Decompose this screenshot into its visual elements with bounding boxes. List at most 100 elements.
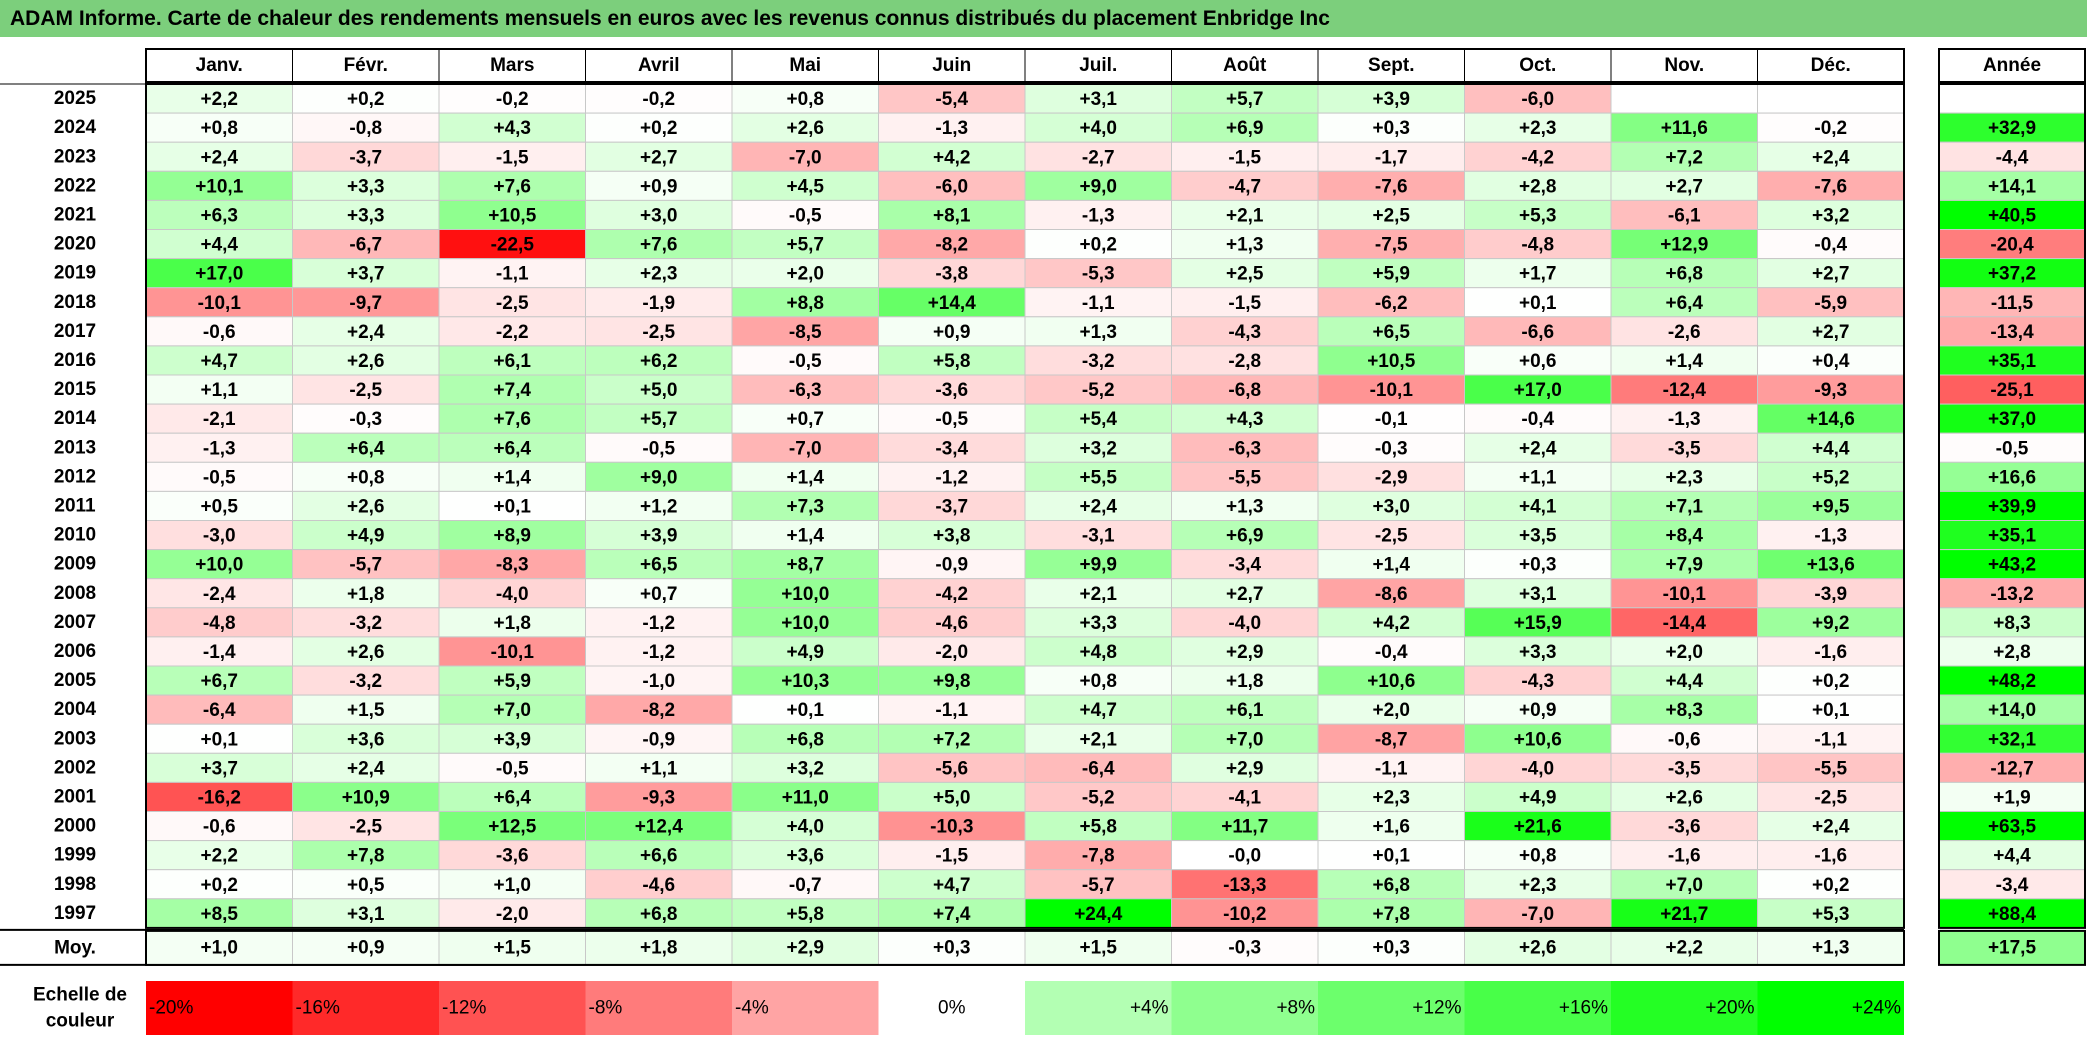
heatmap-cell-value: +14,4 <box>928 293 977 314</box>
heatmap-cell-value: +1,1 <box>200 380 238 401</box>
heatmap-cell-value: +4,3 <box>1226 409 1264 430</box>
heatmap-cell-value: -2,5 <box>1814 787 1847 808</box>
heatmap-cell <box>1317 752 1465 783</box>
heatmap-cell-value: +3,1 <box>1079 89 1117 110</box>
heatmap-cell-value: +2,0 <box>1372 700 1410 721</box>
heatmap-cell <box>1610 723 1758 754</box>
heatmap-cell-value: +3,3 <box>347 176 385 197</box>
heatmap-cell-value: +2,6 <box>786 118 824 139</box>
heatmap-cell-value: -4,2 <box>935 584 968 605</box>
heatmap-cell-value: +17,0 <box>195 264 243 285</box>
color-scale-step-label: -12% <box>442 998 486 1019</box>
average-annual-cell <box>1938 929 2086 966</box>
heatmap-cell <box>1757 316 1905 347</box>
heatmap-cell-value: +10,1 <box>195 176 244 197</box>
heatmap-cell <box>292 607 440 638</box>
heatmap-cell-value: +6,8 <box>786 729 824 750</box>
heatmap-cell-value: -0,2 <box>496 89 529 110</box>
color-scale-swatch <box>732 981 879 1035</box>
average-cell <box>1610 930 1758 966</box>
heatmap-cell-value: +0,2 <box>200 875 238 896</box>
heatmap-cell-value: -13,3 <box>1223 875 1266 896</box>
average-cell <box>878 930 1026 966</box>
heatmap-cell-value: +1,8 <box>1226 671 1264 692</box>
heatmap-cell-value: +1,4 <box>1372 555 1410 576</box>
heatmap-cell-value: +0,7 <box>786 409 824 430</box>
heatmap-cell-value: +0,1 <box>786 700 824 721</box>
year-label-2009: 2009 <box>54 554 96 575</box>
heatmap-cell-value: +9,0 <box>640 467 678 488</box>
annual-cell <box>1938 316 2086 347</box>
heatmap-cell-value: +9,5 <box>1812 496 1850 517</box>
heatmap-cell-value: +5,0 <box>640 380 678 401</box>
heatmap-cell-value: +10,3 <box>781 671 829 692</box>
heatmap-cell <box>145 752 293 783</box>
heatmap-cell-value: -0,7 <box>789 875 822 896</box>
heatmap-cell <box>1464 316 1612 347</box>
heatmap-cell <box>292 374 440 405</box>
heatmap-cell-value: +0,3 <box>1519 555 1557 576</box>
heatmap-cell <box>145 316 293 347</box>
heatmap-cell-value: -6,4 <box>203 700 236 721</box>
heatmap-cell-value: -3,9 <box>1814 584 1847 605</box>
heatmap-cell-value: +0,2 <box>347 89 385 110</box>
heatmap-cell-value: +2,7 <box>1226 584 1264 605</box>
heatmap-cell <box>1171 374 1319 405</box>
average-cell-value: +1,5 <box>1079 937 1117 958</box>
heatmap-cell <box>145 170 293 201</box>
heatmap-cell-value: +0,2 <box>640 118 678 139</box>
heatmap-cell-value: -1,1 <box>1375 758 1408 779</box>
average-cell-value: +1,3 <box>1812 937 1850 958</box>
annual-cell <box>1938 490 2086 521</box>
heatmap-cell-value: +3,7 <box>200 758 238 779</box>
heatmap-cell <box>731 199 879 230</box>
heatmap-cell-value: -4,1 <box>1228 787 1261 808</box>
heatmap-cell-value: -6,6 <box>1521 322 1554 343</box>
heatmap-cell-value: +2,5 <box>1226 264 1264 285</box>
heatmap-cell <box>1024 490 1172 521</box>
heatmap-cell-value: -6,3 <box>789 380 822 401</box>
average-cell <box>1464 930 1612 966</box>
heatmap-cell <box>1317 403 1465 434</box>
heatmap-cell-value: -2,5 <box>349 380 382 401</box>
heatmap-cell-value: +1,8 <box>347 584 385 605</box>
heatmap-cell <box>1024 316 1172 347</box>
heatmap-cell <box>292 549 440 580</box>
heatmap-cell-value: +6,3 <box>200 205 238 226</box>
heatmap-cell <box>1757 199 1905 230</box>
heatmap-cell <box>731 432 879 463</box>
heatmap-cell <box>878 840 1026 871</box>
color-scale-step-label: +4% <box>1130 998 1169 1019</box>
annual-cell-value: -11,5 <box>1991 293 2034 314</box>
color-scale-swatch <box>878 981 1025 1035</box>
heatmap-cell <box>878 607 1026 638</box>
annual-cell <box>1938 781 2086 813</box>
heatmap-cell <box>292 199 440 230</box>
year-label-2020: 2020 <box>54 234 96 255</box>
heatmap-cell-value: +2,6 <box>1665 787 1703 808</box>
heatmap-cell <box>145 287 293 318</box>
month-header-11: Déc. <box>1811 55 1851 76</box>
heatmap-cell-value: -7,0 <box>1521 904 1554 925</box>
heatmap-cell-value: -5,9 <box>1814 293 1847 314</box>
month-header-6: Juil. <box>1079 55 1117 76</box>
heatmap-cell-value: +2,0 <box>786 264 824 285</box>
heatmap-cell-value: -12,4 <box>1663 380 1707 401</box>
heatmap-cell <box>438 869 586 900</box>
heatmap-cell <box>292 461 440 492</box>
heatmap-cell-value: -5,4 <box>935 89 968 110</box>
heatmap-cell <box>1610 840 1758 871</box>
heatmap-cell <box>1317 840 1465 871</box>
heatmap-cell-value: -0,5 <box>496 758 529 779</box>
year-label-2003: 2003 <box>54 728 96 749</box>
annual-cell-value: +1,9 <box>1993 787 2031 808</box>
heatmap-cell-value: +3,1 <box>1519 584 1557 605</box>
heatmap-cell-value: +3,0 <box>1372 496 1410 517</box>
heatmap-cell-value: +15,9 <box>1514 613 1562 634</box>
heatmap-cell-value: -2,8 <box>1228 351 1261 372</box>
heatmap-cell-value: +7,2 <box>933 729 971 750</box>
annual-header-cell <box>1938 48 2086 83</box>
heatmap-cell-value: +1,1 <box>640 758 678 779</box>
heatmap-cell <box>878 578 1026 609</box>
